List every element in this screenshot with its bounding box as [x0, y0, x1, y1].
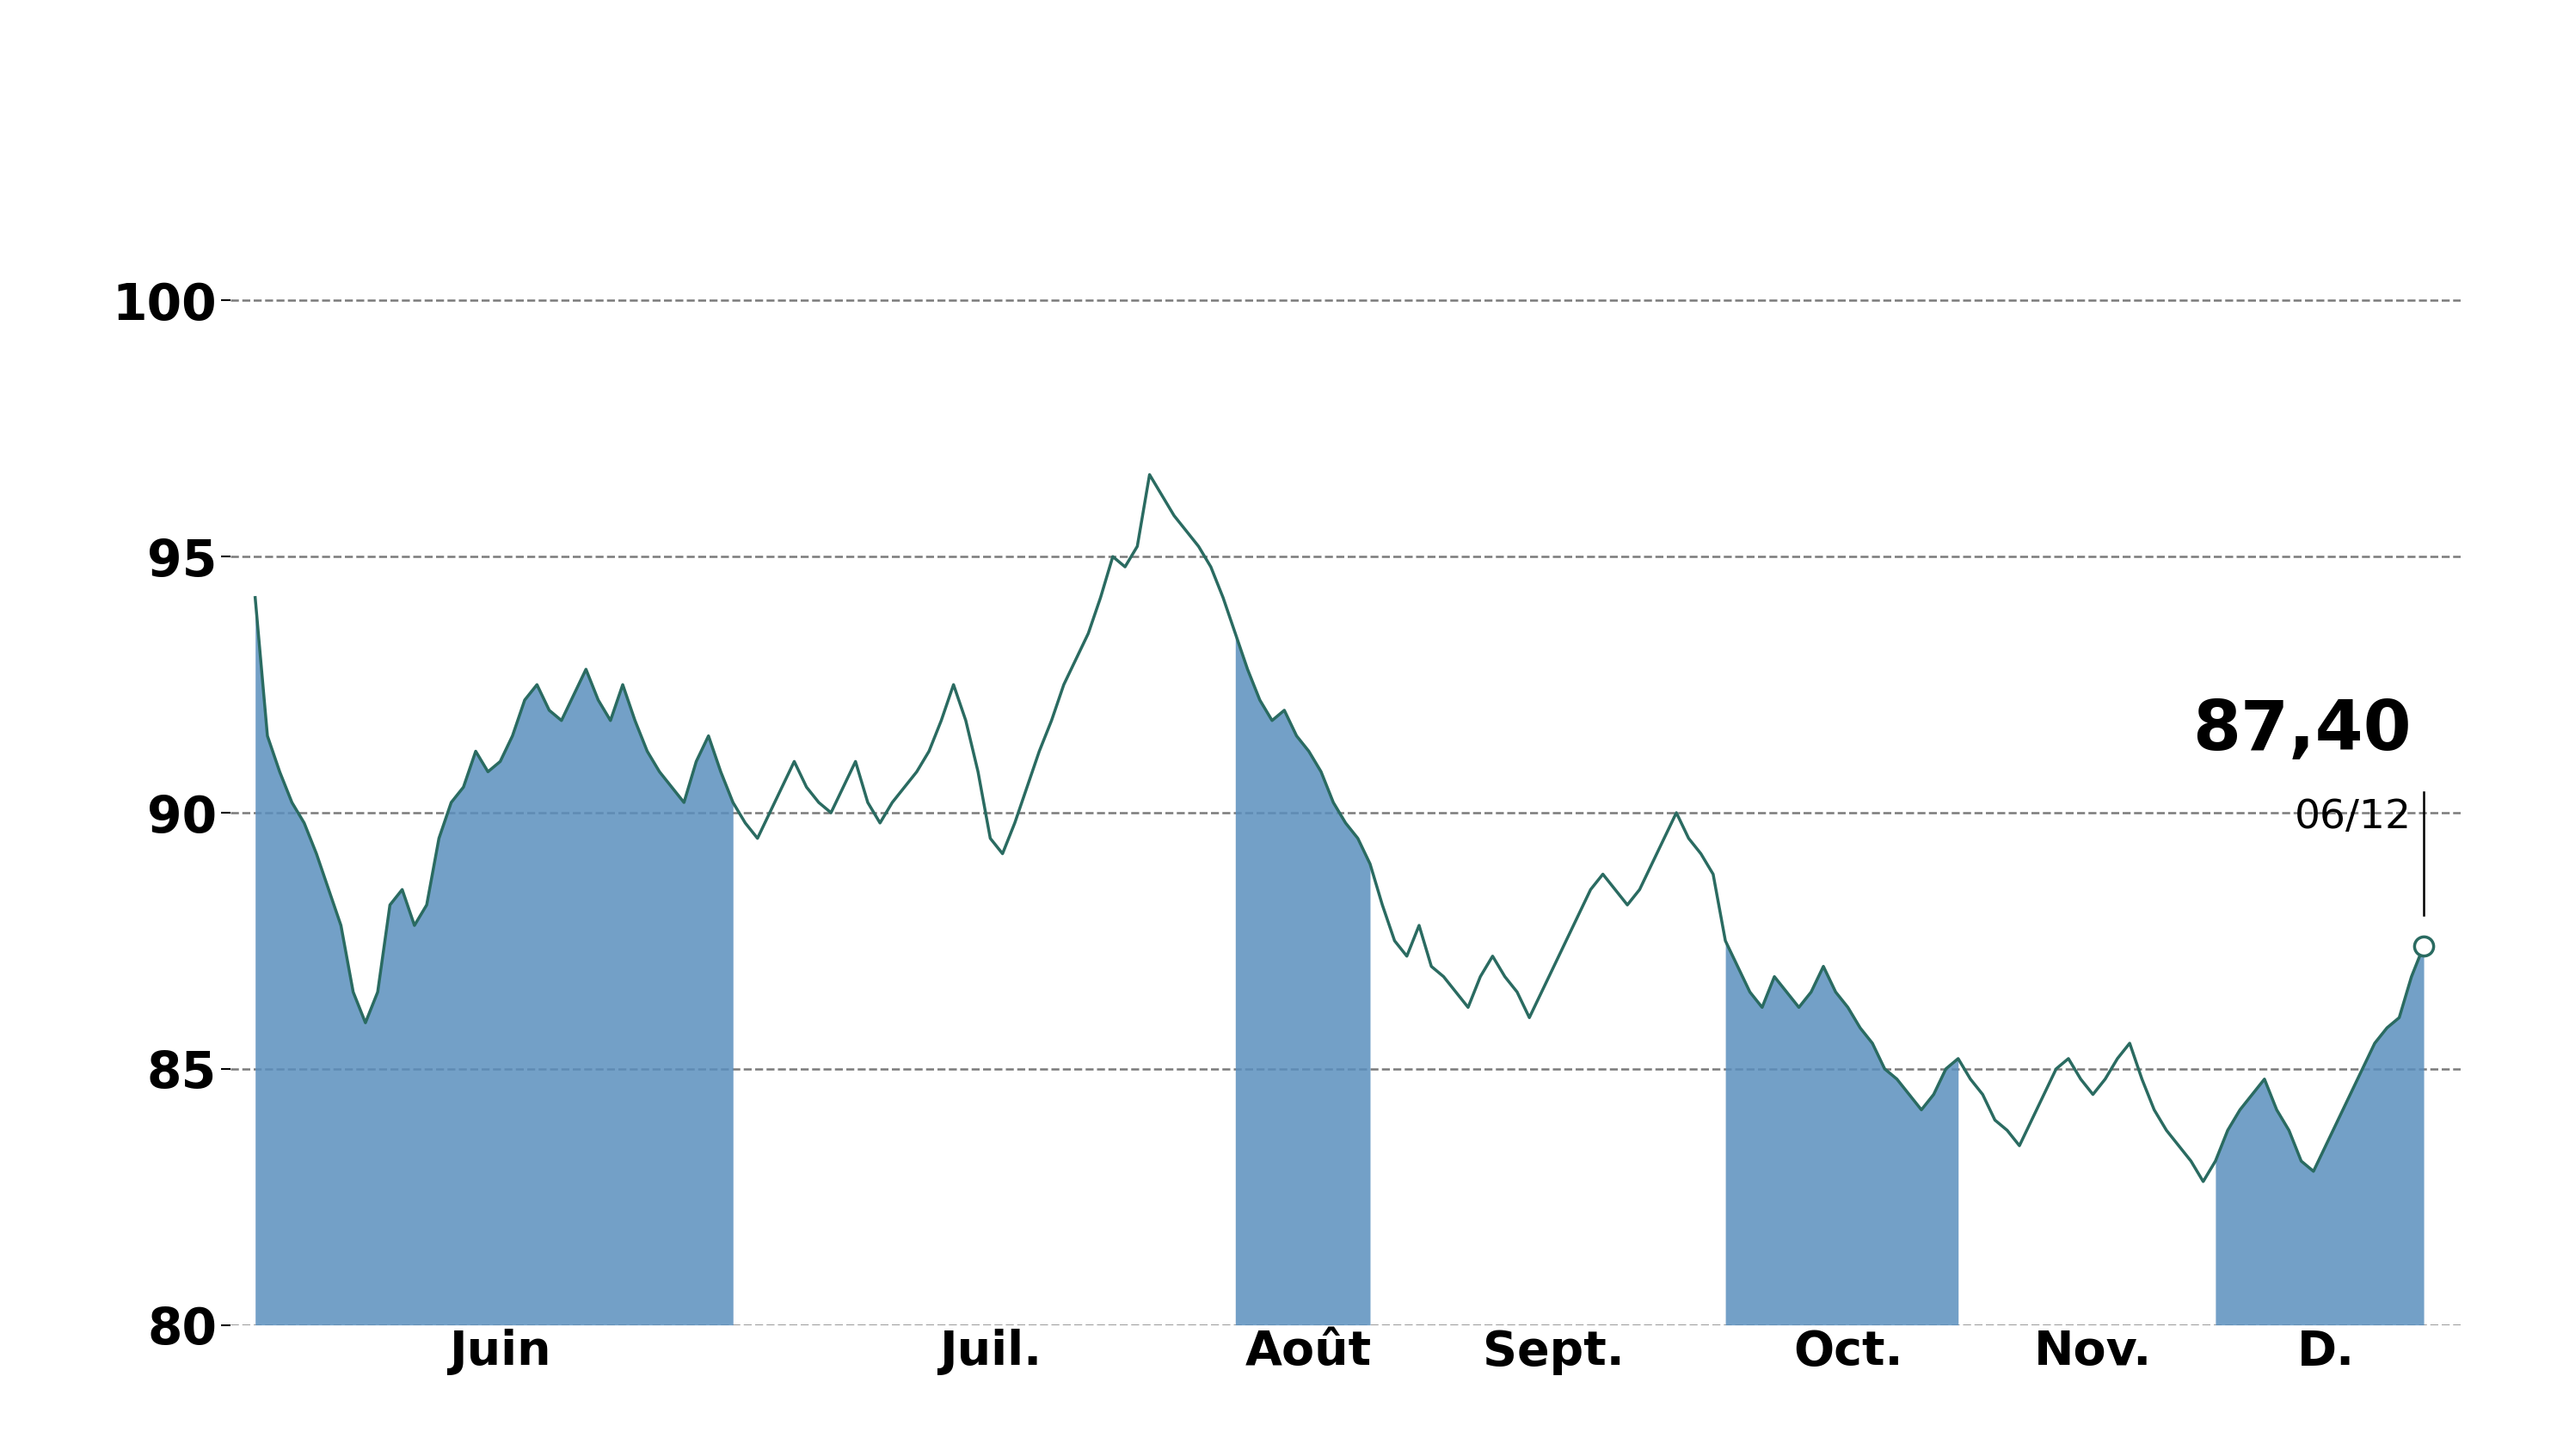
Text: EIFFAGE: EIFFAGE	[1061, 13, 1502, 106]
Text: 06/12: 06/12	[2294, 798, 2412, 837]
Text: 87,40: 87,40	[2191, 697, 2412, 764]
